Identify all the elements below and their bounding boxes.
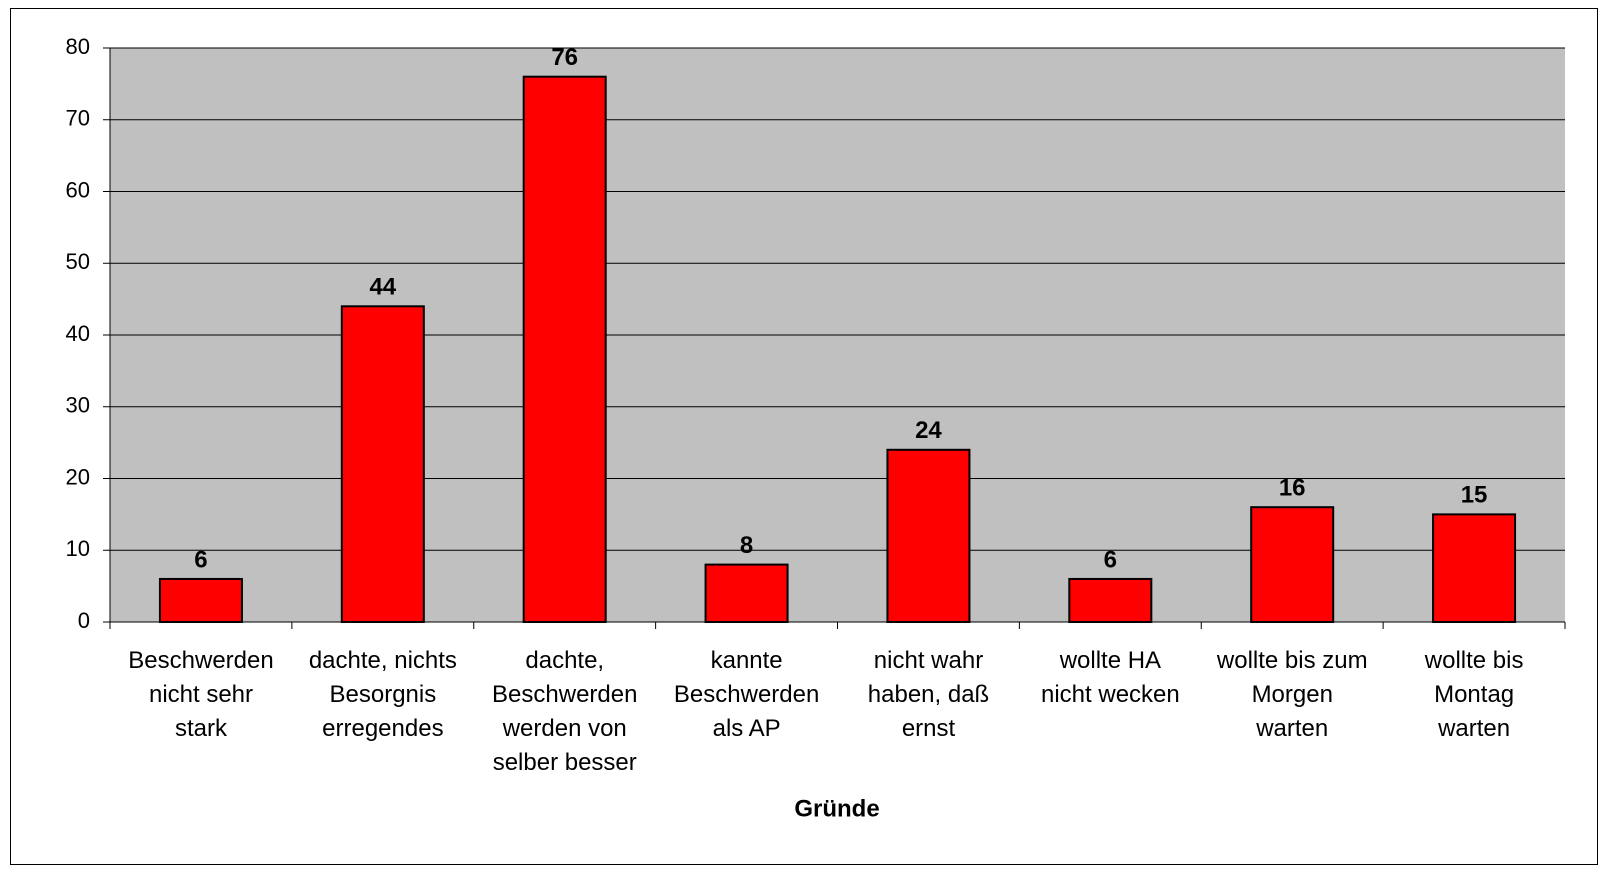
x-tick-label: dachte, Beschwerden werden von selber be…	[492, 647, 638, 776]
bar	[522, 75, 607, 623]
bar	[886, 448, 971, 623]
bar	[158, 577, 243, 624]
x-tick-label: Beschwerden nicht sehr stark	[128, 647, 274, 742]
x-axis-title: Gründe	[794, 795, 879, 822]
x-tick-label: wollte bis Montag warten	[1424, 647, 1524, 742]
y-tick-label: 50	[66, 249, 90, 274]
y-tick-label: 40	[66, 321, 90, 346]
x-tick-label: kannte Beschwerden als AP	[673, 647, 820, 742]
y-tick-label: 10	[66, 536, 90, 561]
x-tick-label: wollte bis zum Morgen warten	[1216, 647, 1368, 742]
x-tick-label: nicht wahr haben, daß ernst	[867, 647, 990, 742]
x-tick-label: wollte HA nicht wecken	[1041, 647, 1180, 708]
y-tick-label: 30	[66, 393, 90, 418]
bar	[1432, 513, 1517, 623]
data-label: 24	[915, 417, 942, 444]
bar	[704, 563, 789, 623]
data-label: 16	[1279, 475, 1306, 502]
data-label: 15	[1461, 482, 1488, 509]
data-label: 44	[369, 274, 396, 301]
y-tick-label: 20	[66, 464, 90, 489]
y-tick-label: 80	[66, 34, 90, 59]
y-tick-label: 0	[78, 608, 90, 633]
y-tick-label: 60	[66, 177, 90, 202]
x-tick-label: dachte, nichts Besorgnis erregendes	[308, 647, 457, 742]
data-label: 8	[740, 532, 753, 559]
y-tick-label: 70	[66, 106, 90, 131]
bar	[340, 305, 425, 623]
bar	[1250, 506, 1335, 624]
bar	[1068, 577, 1153, 624]
data-label: 6	[1104, 546, 1117, 573]
data-label: 76	[551, 44, 578, 71]
data-label: 6	[194, 546, 207, 573]
